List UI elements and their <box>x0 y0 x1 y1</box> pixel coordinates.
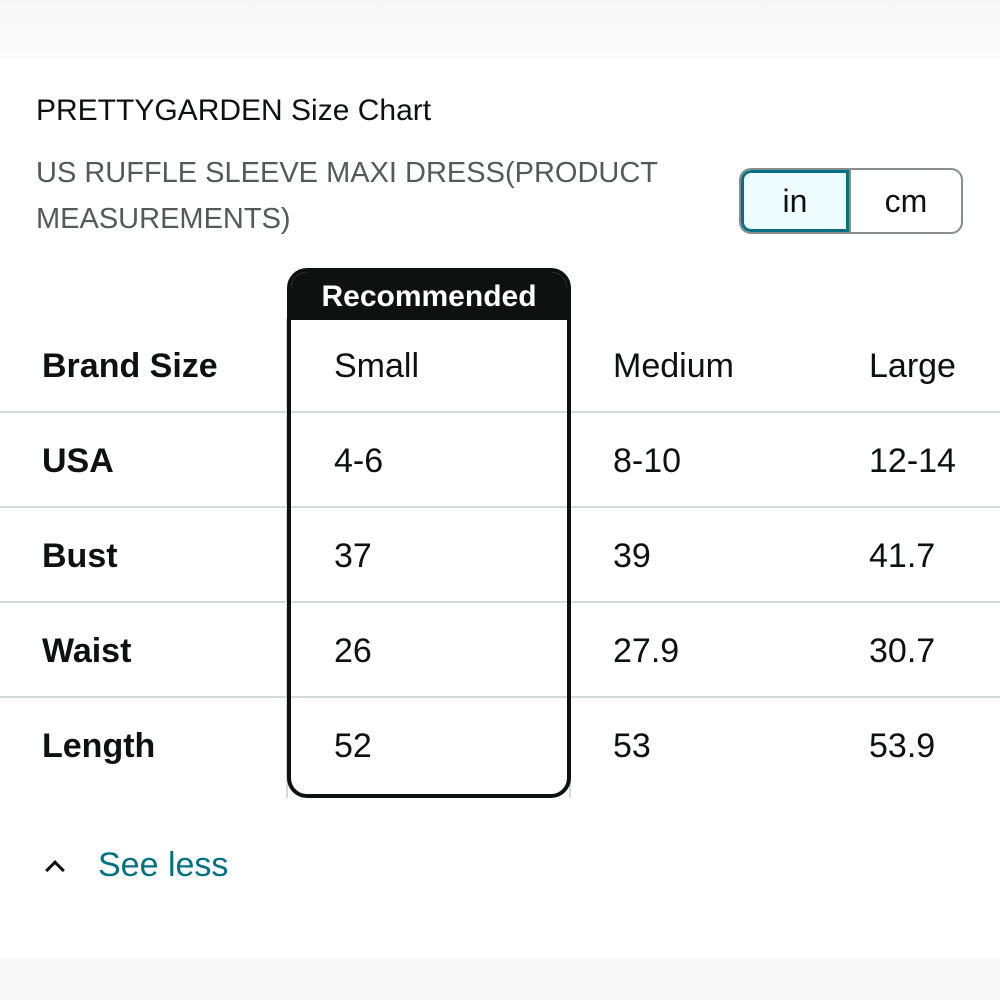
size-chart-title: PRETTYGARDEN Size Chart <box>36 94 432 127</box>
table-cell: Small <box>334 347 420 385</box>
table-cell: 30.7 <box>869 632 936 670</box>
table-row-brand-size: Brand Size Small Medium Large <box>0 318 1000 413</box>
top-background-band <box>0 0 1000 58</box>
recommended-badge: Recommended <box>291 272 567 320</box>
table-row-length: Length 52 53 53.9 <box>0 698 1000 793</box>
row-label: Waist <box>42 632 132 670</box>
table-cell: 12-14 <box>869 442 956 480</box>
unit-toggle: in cm <box>739 168 963 234</box>
unit-in-button[interactable]: in <box>741 170 851 232</box>
table-cell: Large <box>869 347 956 385</box>
bottom-background-band <box>0 958 1000 1000</box>
size-table: Brand Size Small Medium Large USA 4-6 8-… <box>0 318 1000 793</box>
table-row-usa: USA 4-6 8-10 12-14 <box>0 413 1000 508</box>
row-label: Brand Size <box>42 347 218 385</box>
row-label: Bust <box>42 537 118 575</box>
table-cell: 53.9 <box>869 727 936 765</box>
table-cell: 27.9 <box>613 632 680 670</box>
chevron-up-icon <box>45 860 65 880</box>
see-less-link[interactable]: See less <box>44 842 228 888</box>
see-less-label: See less <box>98 845 229 884</box>
row-label: USA <box>42 442 114 480</box>
table-cell: 41.7 <box>869 537 936 575</box>
unit-cm-button[interactable]: cm <box>851 170 961 232</box>
table-cell: 53 <box>613 727 651 765</box>
row-label: Length <box>42 727 156 765</box>
table-row-bust: Bust 37 39 41.7 <box>0 508 1000 603</box>
table-row-waist: Waist 26 27.9 30.7 <box>0 603 1000 698</box>
table-cell: 8-10 <box>613 442 682 480</box>
table-cell: 4-6 <box>334 442 384 480</box>
table-cell: 37 <box>334 537 372 575</box>
table-cell: 52 <box>334 727 372 765</box>
table-cell: 26 <box>334 632 372 670</box>
size-chart-subtitle: US RUFFLE SLEEVE MAXI DRESS(PRODUCT MEAS… <box>36 157 658 235</box>
table-cell: Medium <box>613 347 734 385</box>
table-cell: 39 <box>613 537 651 575</box>
